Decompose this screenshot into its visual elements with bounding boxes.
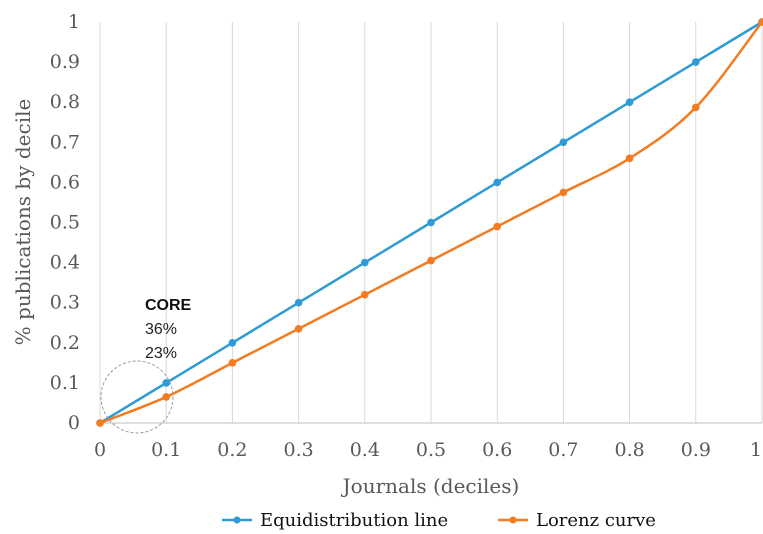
lorenz-point: [758, 18, 763, 26]
y-tick-label: 0.3: [50, 292, 80, 314]
equidistribution-point: [361, 258, 369, 267]
equidistribution-point: [625, 98, 634, 106]
y-tick-label: 0.2: [50, 332, 80, 354]
core-value-2: 23%: [145, 345, 177, 362]
legend-item-equidistribution[interactable]: Equidistribution line: [222, 510, 448, 531]
lorenz-curve-line: [99, 21, 763, 425]
tick-labels: 0 0.1 0.2 0.3 0.4 0.5 0.6 0.7 0.8 0.9 1 0 0.1 0.2 0.3 0…: [50, 11, 762, 461]
lorenz-point: [228, 359, 237, 367]
y-tick-label: 0: [68, 412, 80, 434]
y-tick-label: 0.7: [50, 131, 80, 153]
y-tick-label: 0.6: [50, 171, 80, 193]
y-axis-title: % publications by decile: [11, 99, 35, 346]
legend: Equidistribution line Lorenz curve: [222, 510, 656, 531]
equidistribution-point: [427, 218, 435, 227]
legend-marker-lorenz: [509, 516, 517, 524]
y-tick-label: 0.4: [50, 252, 80, 274]
y-tick-label: 1: [68, 11, 80, 33]
equidistribution-point: [228, 339, 237, 347]
legend-marker-equidistribution: [233, 516, 241, 524]
x-tick-label: 0.3: [283, 439, 313, 461]
x-tick-label: 0: [94, 439, 106, 461]
equidistribution-point: [559, 138, 568, 147]
series-layer: [96, 18, 763, 427]
lorenz-point: [625, 154, 634, 163]
x-tick-label: 0.5: [416, 439, 446, 461]
y-tick-label: 0.9: [50, 51, 80, 73]
lorenz-point: [692, 103, 700, 112]
core-value-1: 36%: [145, 321, 177, 338]
legend-label-equidistribution: Equidistribution line: [260, 510, 448, 531]
core-label: CORE: [145, 297, 192, 314]
y-tick-label: 0.5: [50, 212, 80, 234]
core-annotation: CORE 36% 23%: [100, 297, 192, 434]
x-axis-title: Journals (deciles): [341, 474, 520, 498]
x-tick-label: 0.4: [350, 439, 380, 461]
x-tick-label: 0.2: [217, 439, 247, 461]
legend-label-lorenz: Lorenz curve: [536, 510, 656, 531]
lorenz-point: [162, 393, 170, 401]
equidistribution-point: [294, 298, 303, 307]
y-tick-label: 0.1: [50, 372, 80, 394]
equidistribution-point: [162, 379, 170, 387]
x-tick-label: 0.6: [482, 439, 512, 461]
lorenz-point: [96, 419, 104, 427]
x-tick-label: 0.1: [151, 439, 181, 461]
equidistribution-point: [493, 178, 502, 187]
x-tick-label: 1: [750, 439, 762, 461]
x-tick-label: 0.7: [548, 439, 578, 461]
y-tick-label: 0.8: [50, 91, 80, 113]
lorenz-point: [493, 222, 502, 231]
lorenz-point: [294, 324, 303, 333]
lorenz-point: [559, 188, 568, 197]
x-tick-label: 0.9: [681, 439, 711, 461]
equidistribution-point: [692, 58, 700, 66]
lorenz-point: [361, 290, 369, 299]
x-tick-label: 0.8: [614, 439, 644, 461]
legend-item-lorenz[interactable]: Lorenz curve: [498, 510, 656, 531]
core-circle: [100, 360, 174, 434]
lorenz-point: [427, 256, 435, 265]
